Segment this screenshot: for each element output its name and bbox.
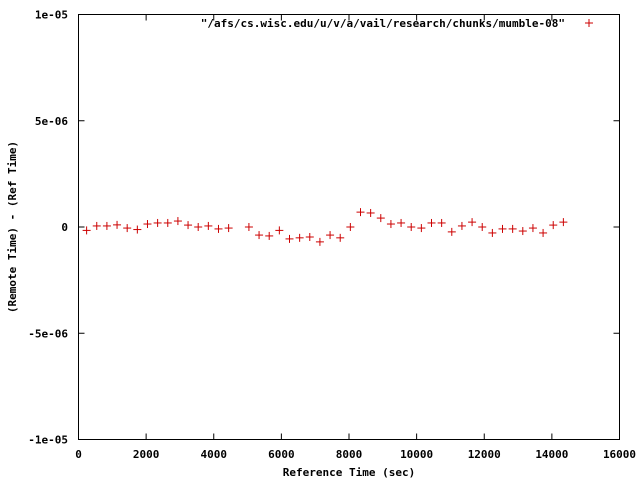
data-point <box>113 220 122 229</box>
y-tick-label: 1e-05 <box>35 9 68 22</box>
data-point <box>163 218 172 227</box>
data-point <box>437 218 446 227</box>
data-points <box>82 208 568 246</box>
y-tick-label: -1e-05 <box>28 434 68 447</box>
data-point <box>92 221 101 230</box>
y-tick-label: 5e-06 <box>35 115 68 128</box>
data-point <box>468 218 477 227</box>
data-point <box>478 223 487 231</box>
data-point <box>285 234 294 243</box>
data-point <box>224 224 233 233</box>
data-point <box>346 223 355 231</box>
y-tick-label: -5e-06 <box>28 327 68 340</box>
x-axis-label: Reference Time (sec) <box>283 466 415 479</box>
x-axis: 0 2000 4000 6000 8000 10000 12000 14000 16000 <box>75 14 636 461</box>
data-point <box>82 226 91 235</box>
data-point <box>143 220 152 229</box>
data-point <box>244 223 253 231</box>
data-point <box>265 231 274 240</box>
data-point <box>153 218 162 227</box>
data-point <box>102 221 111 230</box>
y-tick-label: 0 <box>61 221 68 234</box>
data-point <box>427 218 436 227</box>
data-point <box>336 233 345 242</box>
legend-entry-label: "/afs/cs.wisc.edu/u/v/a/vail/research/ch… <box>201 17 565 30</box>
legend: "/afs/cs.wisc.edu/u/v/a/vail/research/ch… <box>201 17 593 30</box>
data-point <box>528 224 537 233</box>
x-tick-label: 4000 <box>201 448 228 461</box>
data-point <box>255 231 264 240</box>
x-tick-label: 6000 <box>268 448 295 461</box>
data-point <box>559 218 568 227</box>
data-point <box>397 218 406 227</box>
data-point <box>376 214 385 223</box>
legend-marker <box>585 19 593 27</box>
data-point <box>204 221 213 230</box>
data-point <box>539 228 548 237</box>
data-point <box>305 232 314 241</box>
y-axis: -1e-05 -5e-06 0 5e-06 1e-05 <box>28 9 620 447</box>
data-point <box>326 231 335 240</box>
x-tick-label: 16000 <box>603 448 636 461</box>
x-tick-label: 2000 <box>133 448 160 461</box>
x-tick-label: 0 <box>75 448 82 461</box>
data-point <box>508 224 517 233</box>
x-tick-label: 8000 <box>336 448 363 461</box>
data-point <box>488 228 497 237</box>
data-point <box>457 221 466 230</box>
data-point <box>549 221 558 230</box>
data-point <box>518 227 527 236</box>
data-point <box>417 224 426 233</box>
data-point <box>184 221 193 230</box>
x-tick-label: 14000 <box>535 448 568 461</box>
data-point <box>356 208 365 217</box>
data-point <box>386 220 395 229</box>
data-point <box>366 208 375 217</box>
data-point <box>123 224 132 233</box>
data-point <box>315 237 324 246</box>
data-point <box>498 224 507 233</box>
data-point <box>275 226 284 235</box>
x-tick-label: 10000 <box>400 448 433 461</box>
data-point <box>447 227 456 236</box>
data-point <box>133 225 142 234</box>
data-point <box>295 233 304 242</box>
x-tick-label: 12000 <box>468 448 501 461</box>
data-point <box>194 223 203 231</box>
data-point <box>173 217 182 226</box>
data-point <box>214 224 223 233</box>
y-axis-label: (Remote Time) - (Ref Time) <box>6 141 19 313</box>
data-point <box>407 223 416 231</box>
